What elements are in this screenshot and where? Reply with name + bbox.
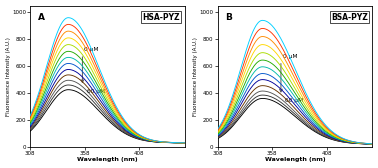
Text: 0 μM: 0 μM bbox=[283, 54, 297, 59]
Y-axis label: Fluorescence Intensity (A.U.): Fluorescence Intensity (A.U.) bbox=[6, 37, 11, 116]
Text: 0 μM: 0 μM bbox=[84, 47, 98, 52]
Text: BSA-PYZ: BSA-PYZ bbox=[331, 13, 368, 22]
Text: A: A bbox=[38, 13, 45, 22]
Text: 60 μM: 60 μM bbox=[285, 98, 304, 103]
X-axis label: Wavelength (nm): Wavelength (nm) bbox=[77, 157, 138, 162]
X-axis label: Wavelength (nm): Wavelength (nm) bbox=[265, 157, 325, 162]
Text: HSA-PYZ: HSA-PYZ bbox=[143, 13, 180, 22]
Text: B: B bbox=[225, 13, 232, 22]
Text: 60 μM: 60 μM bbox=[87, 89, 105, 94]
Y-axis label: Fluorescence Intensity (A.U.): Fluorescence Intensity (A.U.) bbox=[193, 37, 198, 116]
